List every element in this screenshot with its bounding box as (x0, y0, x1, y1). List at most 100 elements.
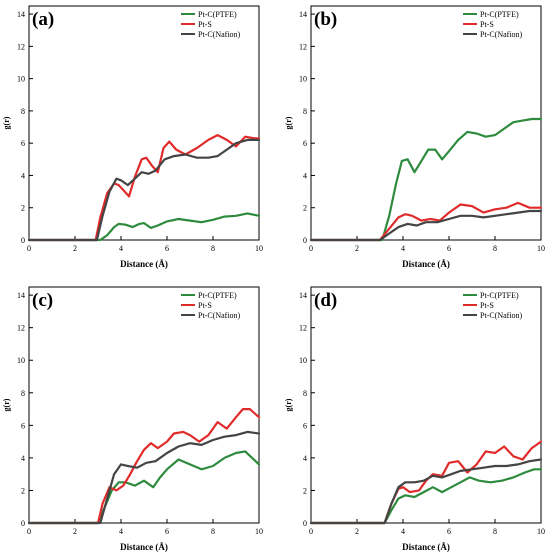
x-tick-label: 8 (493, 244, 497, 253)
x-axis-label: Distance (Å) (120, 259, 168, 269)
y-tick-label: 0 (21, 236, 25, 245)
legend-label: Pt-C(Nafion) (198, 311, 241, 320)
x-tick-label: 6 (165, 527, 169, 536)
series-line-pt-c-nafion (309, 458, 543, 525)
legend-label: Pt-C(PTFE) (198, 10, 237, 19)
y-tick-label: 8 (21, 107, 25, 116)
y-tick-label: 10 (299, 75, 307, 84)
x-tick-label: 0 (309, 244, 313, 253)
x-tick-label: 6 (165, 244, 169, 253)
y-tick-label: 2 (21, 486, 25, 495)
x-tick-label: 4 (401, 244, 405, 253)
x-tick-label: 4 (119, 527, 123, 536)
y-tick-label: 2 (303, 486, 307, 495)
x-axis-label: Distance (Å) (402, 542, 450, 552)
y-tick-label: 8 (303, 107, 307, 116)
legend-label: Pt-C(Nafion) (480, 311, 523, 320)
legend-label: Pt-C(PTFE) (480, 10, 519, 19)
y-tick-label: 6 (303, 139, 307, 148)
y-tick-label: 2 (303, 204, 307, 213)
y-tick-label: 6 (21, 421, 25, 430)
plot-frame (28, 5, 260, 241)
y-tick-label: 14 (17, 10, 25, 19)
y-tick-label: 14 (299, 10, 307, 19)
legend-label: Pt-S (480, 301, 494, 310)
x-tick-label: 8 (493, 527, 497, 536)
y-tick-label: 12 (17, 42, 25, 51)
x-tick-label: 2 (355, 527, 359, 536)
x-tick-label: 0 (27, 527, 31, 536)
legend-label: Pt-C(PTFE) (198, 291, 237, 300)
legend-label: Pt-S (480, 20, 494, 29)
y-axis-label: g(r) (2, 398, 11, 411)
plot-frame (28, 286, 260, 524)
legend-label: Pt-C(Nafion) (198, 30, 241, 39)
y-axis-label: g(r) (284, 116, 293, 129)
series-line-pt-s (27, 408, 261, 525)
y-tick-label: 12 (299, 42, 307, 51)
y-tick-label: 4 (303, 171, 307, 180)
legend-label: Pt-C(PTFE) (480, 291, 519, 300)
y-tick-label: 12 (299, 324, 307, 333)
plot-frame (310, 286, 542, 524)
x-axis-label: Distance (Å) (402, 259, 450, 269)
series-line-pt-c-ptfe (27, 450, 261, 525)
series-line-pt-s (309, 440, 543, 525)
series-line-pt-c-ptfe (309, 468, 543, 525)
series-line-pt-s (309, 201, 543, 242)
panel-label: (b) (314, 9, 337, 30)
chart-panel-b: 0 2 4 6 8 10 0 2 4 6 8 10 12 14 Distance (Å) g(r) (b) Pt-… (284, 5, 545, 269)
y-tick-label: 2 (21, 204, 25, 213)
chart-panel-d: 0 2 4 6 8 10 0 2 4 6 8 10 12 14 Distance (Å) g(r) (d) Pt-… (284, 286, 545, 552)
series-line-pt-c-nafion (27, 138, 261, 242)
y-tick-label: 0 (303, 236, 307, 245)
x-tick-label: 4 (401, 527, 405, 536)
series-line-pt-c-ptfe (309, 117, 543, 242)
x-tick-label: 2 (73, 244, 77, 253)
panel-label: (a) (32, 9, 54, 30)
x-tick-label: 10 (537, 527, 545, 536)
x-axis-label: Distance (Å) (120, 542, 168, 552)
y-tick-label: 12 (17, 324, 25, 333)
y-tick-label: 10 (17, 75, 25, 84)
y-tick-label: 8 (21, 389, 25, 398)
y-tick-label: 10 (299, 356, 307, 365)
legend-label: Pt-S (198, 301, 212, 310)
x-tick-label: 4 (119, 244, 123, 253)
legend-label: Pt-C(Nafion) (480, 30, 523, 39)
y-tick-label: 4 (21, 454, 25, 463)
panel-label: (c) (32, 290, 53, 311)
x-tick-label: 0 (309, 527, 313, 536)
panel-label: (d) (314, 290, 337, 311)
y-tick-label: 14 (17, 291, 25, 300)
y-axis-label: g(r) (284, 398, 293, 411)
y-tick-label: 0 (21, 519, 25, 528)
x-tick-label: 10 (537, 244, 545, 253)
x-tick-label: 6 (447, 527, 451, 536)
y-tick-label: 14 (299, 291, 307, 300)
y-tick-label: 10 (17, 356, 25, 365)
series-line-pt-c-nafion (309, 209, 543, 242)
y-tick-label: 4 (21, 171, 25, 180)
x-tick-label: 0 (27, 244, 31, 253)
y-tick-label: 4 (303, 454, 307, 463)
x-tick-label: 10 (255, 244, 263, 253)
legend-label: Pt-S (198, 20, 212, 29)
y-tick-label: 8 (303, 389, 307, 398)
chart-panel-a: 0 2 4 6 8 10 0 2 4 6 8 10 12 14 Distance (Å) g(r) (a) Pt-… (2, 5, 263, 269)
series-line-pt-c-nafion (27, 430, 261, 525)
x-tick-label: 2 (355, 244, 359, 253)
y-axis-label: g(r) (2, 116, 11, 129)
y-tick-label: 6 (303, 421, 307, 430)
series-line-pt-c-ptfe (27, 212, 261, 242)
y-tick-label: 0 (303, 519, 307, 528)
x-tick-label: 10 (255, 527, 263, 536)
x-tick-label: 8 (211, 527, 215, 536)
x-tick-label: 6 (447, 244, 451, 253)
y-tick-label: 6 (21, 139, 25, 148)
chart-panel-c: 0 2 4 6 8 10 0 2 4 6 8 10 12 14 Distance (Å) g(r) (c) Pt-… (2, 286, 263, 552)
x-tick-label: 8 (211, 244, 215, 253)
plot-frame (310, 5, 542, 241)
x-tick-label: 2 (73, 527, 77, 536)
